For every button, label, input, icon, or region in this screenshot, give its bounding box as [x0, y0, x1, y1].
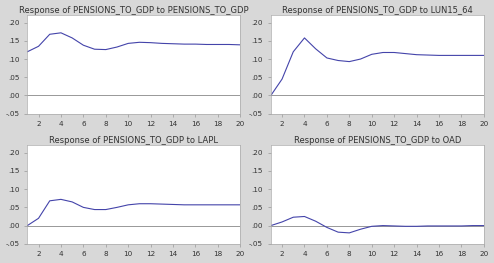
- Title: Response of PENSIONS_TO_GDP to PENSIONS_TO_GDP: Response of PENSIONS_TO_GDP to PENSIONS_…: [19, 6, 248, 14]
- Title: Response of PENSIONS_TO_GDP to LUN15_64: Response of PENSIONS_TO_GDP to LUN15_64: [282, 6, 473, 14]
- Title: Response of PENSIONS_TO_GDP to OAD: Response of PENSIONS_TO_GDP to OAD: [293, 136, 461, 145]
- Title: Response of PENSIONS_TO_GDP to LAPL: Response of PENSIONS_TO_GDP to LAPL: [49, 136, 218, 145]
